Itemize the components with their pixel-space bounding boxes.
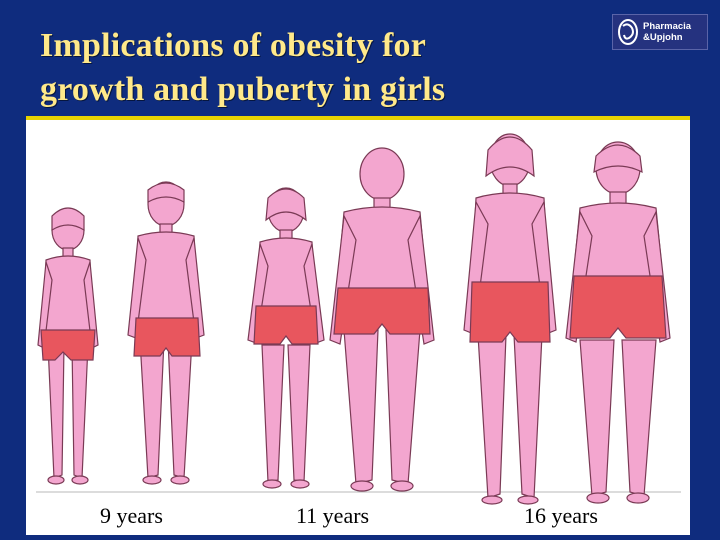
title-line-2: growth and puberty in girls bbox=[40, 71, 446, 108]
figure-9-years-normal bbox=[37, 207, 99, 485]
figure-16-years-normal bbox=[463, 133, 557, 505]
age-label-16: 16 years bbox=[524, 503, 598, 528]
logo-line-1: Pharmacia bbox=[643, 21, 692, 32]
right-border bbox=[690, 116, 720, 540]
figure-11-years-normal bbox=[247, 187, 325, 489]
slide-title: Implications of obesity for growth and p… bbox=[40, 24, 600, 112]
logo-mark-icon bbox=[618, 19, 638, 45]
figure-9-years-obese bbox=[127, 181, 205, 485]
pharmacia-upjohn-logo: Pharmacia &Upjohn bbox=[612, 14, 708, 50]
growth-illustration bbox=[36, 133, 681, 505]
logo-text: Pharmacia &Upjohn bbox=[643, 21, 691, 43]
left-border bbox=[0, 116, 26, 540]
bottom-border bbox=[26, 535, 690, 540]
age-label-9: 9 years bbox=[100, 503, 163, 528]
title-line-1: Implications of obesity for bbox=[40, 27, 426, 64]
logo-line-2: &Upjohn bbox=[643, 32, 683, 43]
age-label-11: 11 years bbox=[296, 503, 370, 528]
accent-rule bbox=[0, 116, 690, 120]
figure-16-years-obese bbox=[565, 141, 671, 504]
figure-11-years-obese bbox=[329, 147, 435, 492]
